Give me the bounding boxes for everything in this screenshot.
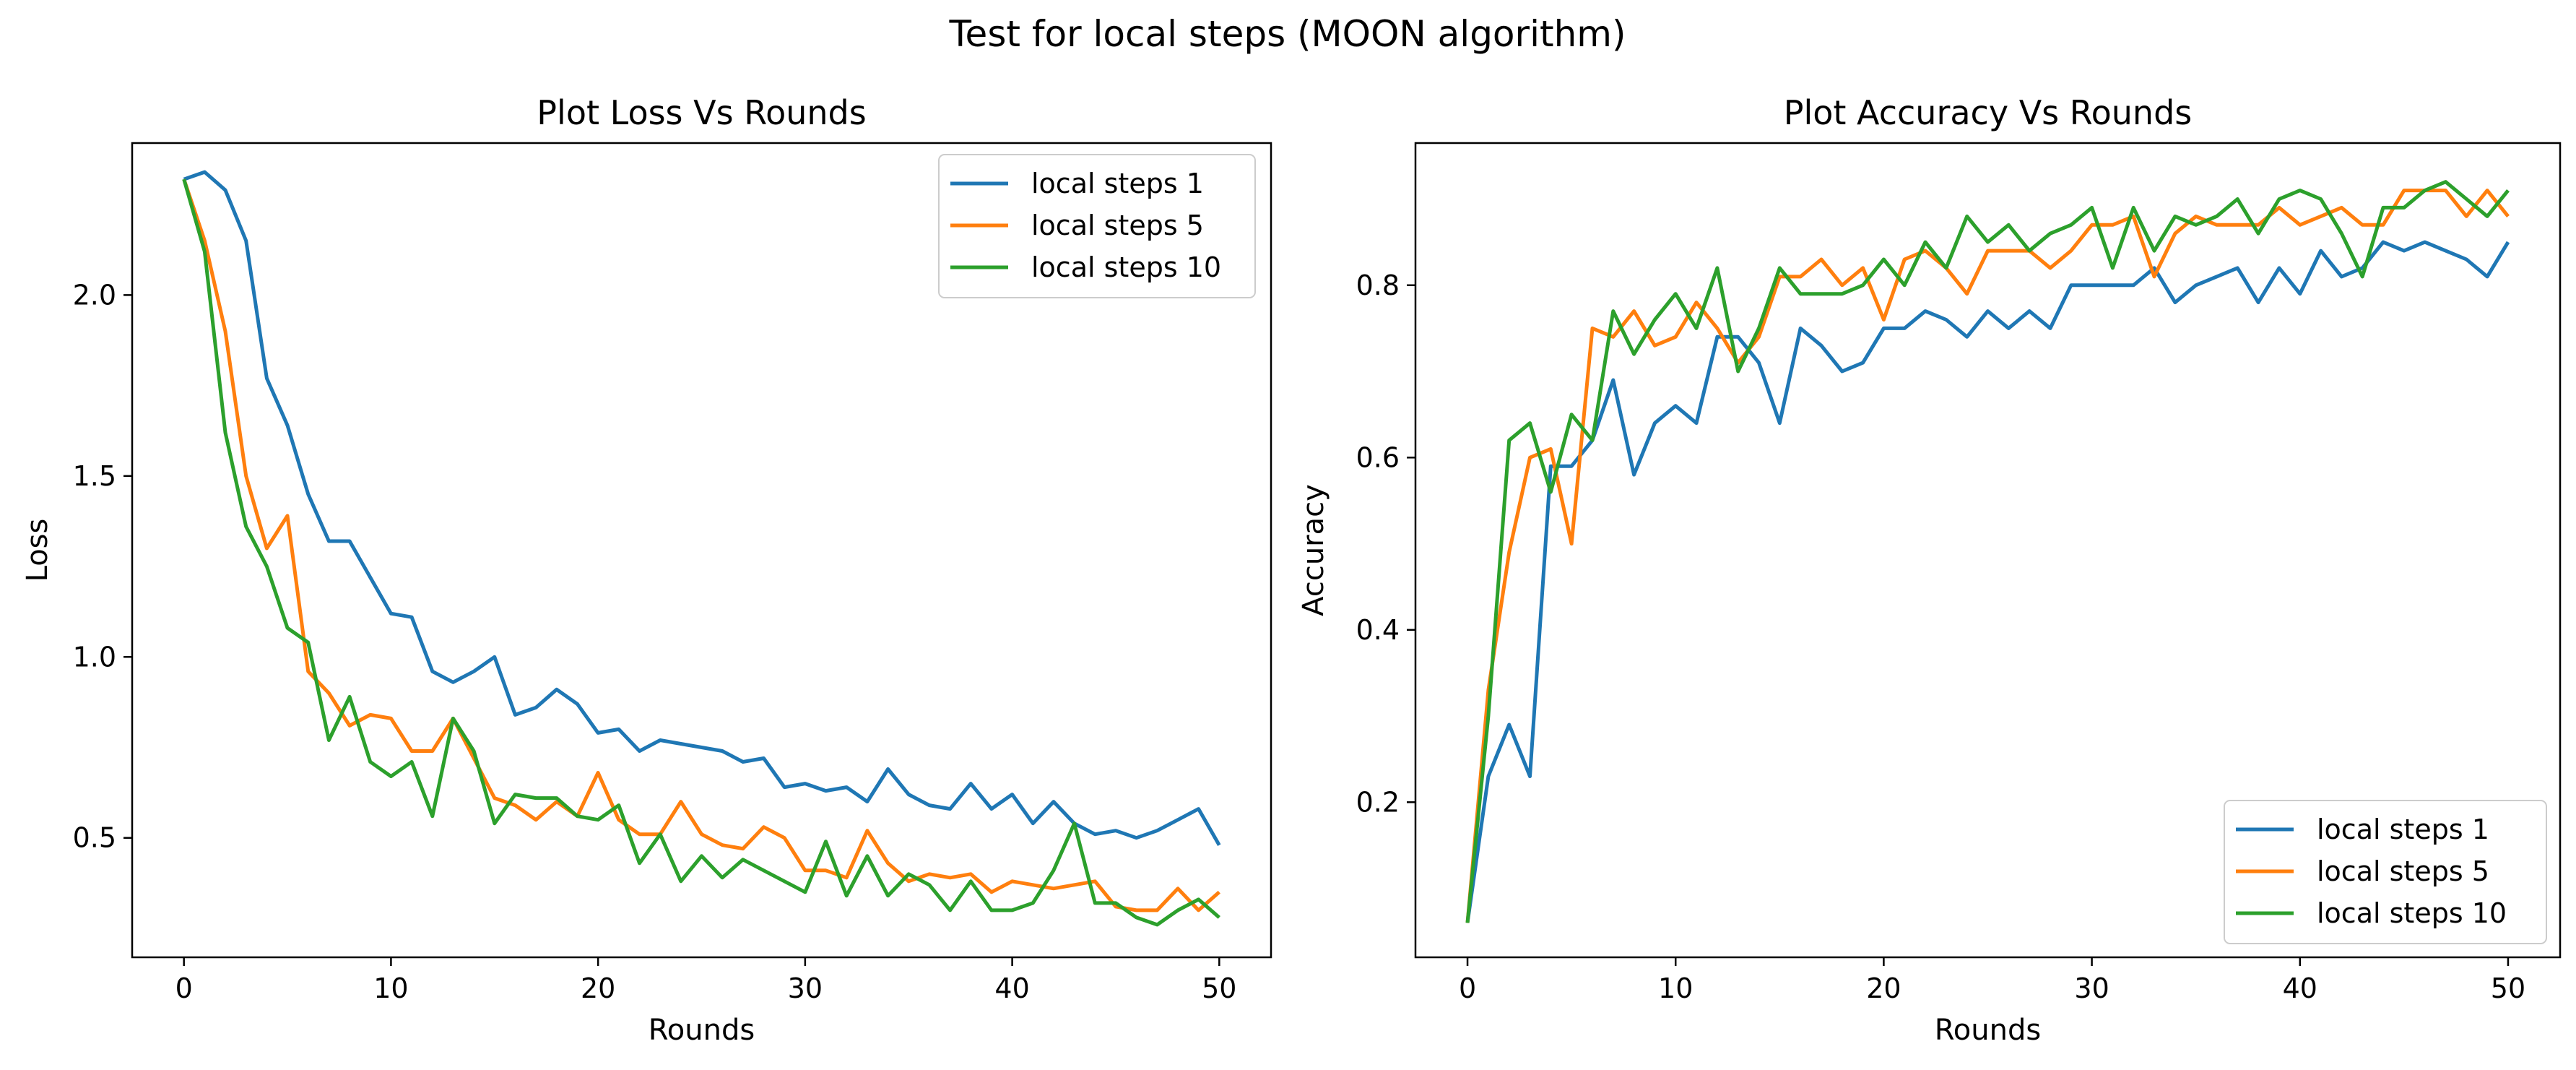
loss-y-tick-label: 1.0 xyxy=(73,641,116,673)
loss-x-tick-label: 0 xyxy=(175,972,193,1004)
accuracy-series-line-local-steps-10 xyxy=(1465,180,2510,923)
loss-x-tick-label: 30 xyxy=(788,972,823,1004)
loss-series-line-local-steps-10 xyxy=(182,178,1220,927)
accuracy-x-tick-label: 40 xyxy=(2283,972,2317,1004)
accuracy-legend: local steps 1 local steps 5 local steps 10 xyxy=(2224,800,2547,944)
accuracy-legend-box xyxy=(2224,800,2547,944)
loss-x-tick-label: 10 xyxy=(373,972,408,1004)
loss-x-tick-label: 40 xyxy=(994,972,1029,1004)
accuracy-x-tick-label: 10 xyxy=(1658,972,1693,1004)
loss-y-axis-label: Loss xyxy=(21,519,54,582)
loss-legend-label-local-steps-5: local steps 5 xyxy=(1031,210,1204,241)
loss-axes-frame xyxy=(131,142,1272,959)
accuracy-x-tick-label: 30 xyxy=(2074,972,2109,1004)
accuracy-legend-label-local-steps-1: local steps 1 xyxy=(2317,814,2489,845)
accuracy-chart: Plot Accuracy Vs Rounds 0 10 20 30 40 50 0.2 0.4… xyxy=(1297,93,2562,1047)
loss-x-tick-label: 50 xyxy=(1202,972,1236,1004)
accuracy-x-tick-label: 0 xyxy=(1459,972,1476,1004)
accuracy-legend-label-local-steps-5: local steps 5 xyxy=(2317,855,2489,887)
loss-x-tick-label: 20 xyxy=(581,972,615,1004)
loss-y-tick-label: 2.0 xyxy=(73,279,116,311)
accuracy-legend-label-local-steps-10: local steps 10 xyxy=(2317,897,2507,929)
accuracy-y-tick-label: 0.6 xyxy=(1356,441,1400,473)
accuracy-chart-title: Plot Accuracy Vs Rounds xyxy=(1784,93,2193,132)
loss-legend-label-local-steps-10: local steps 10 xyxy=(1031,251,1221,283)
loss-y-tick-label: 0.5 xyxy=(73,822,116,854)
accuracy-y-tick-label: 0.8 xyxy=(1356,269,1400,301)
accuracy-axes-frame xyxy=(1414,142,2562,959)
accuracy-series-line-local-steps-5 xyxy=(1465,189,2510,923)
accuracy-y-axis-label: Accuracy xyxy=(1297,484,1330,616)
accuracy-x-tick-label: 20 xyxy=(1866,972,1901,1004)
accuracy-y-tick-label: 0.4 xyxy=(1356,614,1400,646)
loss-series-line-local-steps-1 xyxy=(183,170,1221,846)
loss-legend-label-local-steps-1: local steps 1 xyxy=(1031,168,1204,199)
accuracy-y-tick-label: 0.2 xyxy=(1356,786,1400,818)
loss-y-tick-label: 1.5 xyxy=(73,460,116,492)
loss-chart: Plot Loss Vs Rounds 0 10 20 30 40 50 0.5 1.0 1.5 2… xyxy=(21,93,1272,1047)
accuracy-x-axis-label: Rounds xyxy=(1935,1014,2041,1047)
loss-legend: local steps 1 local steps 5 local steps 10 xyxy=(938,154,1256,298)
loss-legend-box xyxy=(938,154,1256,298)
loss-x-axis-label: Rounds xyxy=(649,1014,755,1047)
accuracy-series-line-local-steps-1 xyxy=(1465,240,2510,923)
accuracy-x-tick-label: 50 xyxy=(2491,972,2525,1004)
figure-suptitle: Test for local steps (MOON algorithm) xyxy=(949,13,1626,55)
loss-chart-title: Plot Loss Vs Rounds xyxy=(537,93,866,132)
